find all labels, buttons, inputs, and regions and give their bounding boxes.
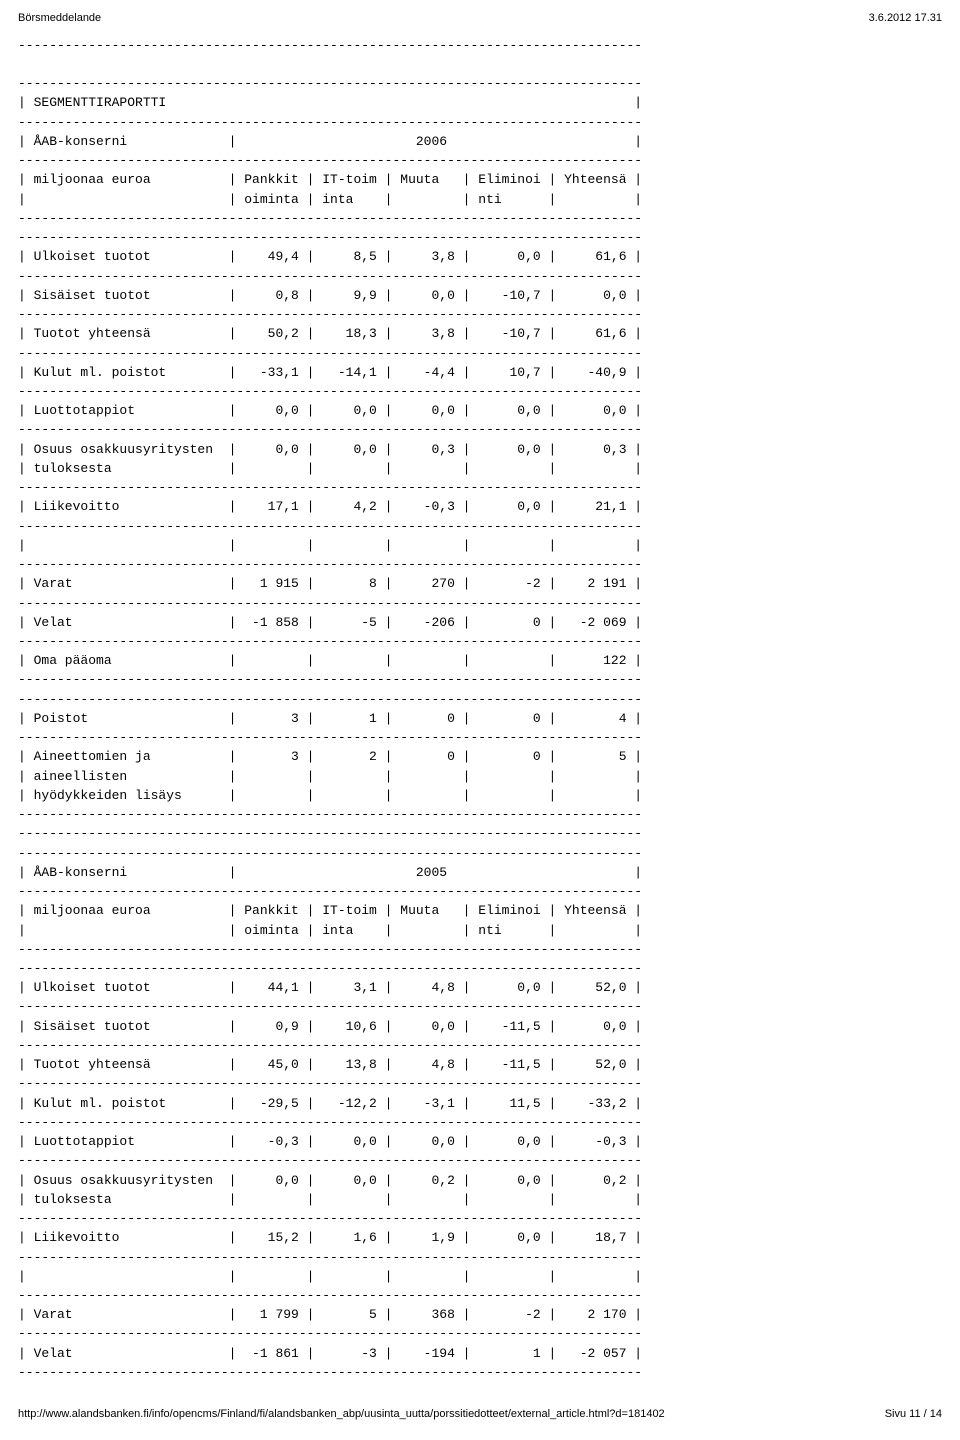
doc-type: Börsmeddelande — [18, 12, 101, 26]
footer-url: http://www.alandsbanken.fi/info/opencms/… — [18, 1408, 665, 1422]
segment-report: ----------------------------------------… — [18, 36, 942, 1382]
page-header: Börsmeddelande 3.6.2012 17.31 — [18, 12, 942, 26]
page-footer: http://www.alandsbanken.fi/info/opencms/… — [18, 1408, 942, 1422]
footer-page-number: Sivu 11 / 14 — [885, 1408, 942, 1422]
doc-timestamp: 3.6.2012 17.31 — [869, 12, 942, 26]
